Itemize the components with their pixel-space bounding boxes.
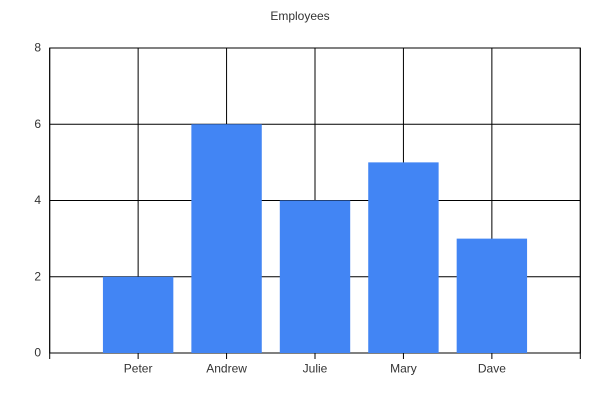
svg-text:6: 6	[34, 117, 41, 131]
svg-text:Employees: Employees	[270, 9, 329, 23]
svg-text:4: 4	[34, 193, 41, 207]
svg-text:Mary: Mary	[390, 362, 417, 376]
svg-text:Dave: Dave	[478, 362, 506, 376]
svg-text:Julie: Julie	[303, 362, 328, 376]
svg-text:Andrew: Andrew	[206, 362, 247, 376]
svg-text:Peter: Peter	[124, 362, 153, 376]
svg-text:0: 0	[34, 346, 41, 360]
svg-text:2: 2	[34, 269, 41, 283]
svg-text:8: 8	[34, 41, 41, 55]
